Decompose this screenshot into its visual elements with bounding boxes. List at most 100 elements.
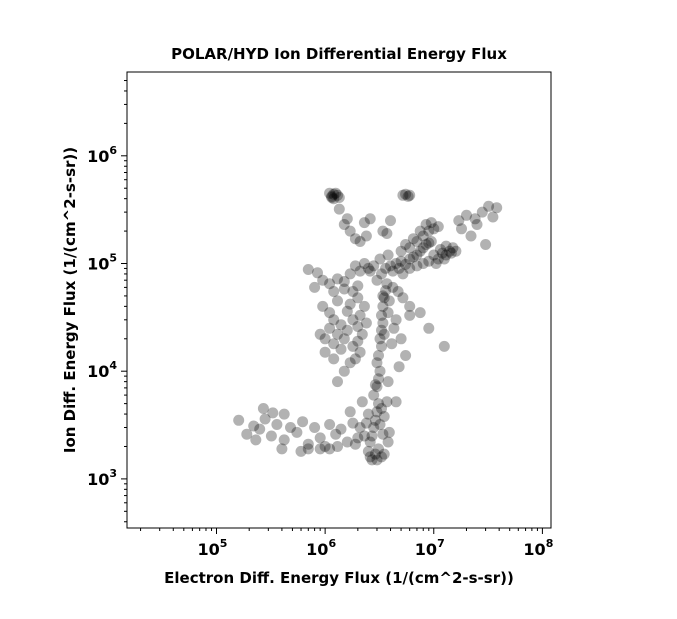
data-point xyxy=(377,428,389,440)
y-tick-label: 103 xyxy=(87,467,117,489)
data-point xyxy=(411,236,423,247)
data-point xyxy=(487,211,499,223)
data-point xyxy=(397,268,409,280)
data-point xyxy=(233,414,245,426)
data-point xyxy=(349,353,361,365)
data-point xyxy=(461,209,472,221)
data-point xyxy=(267,407,279,419)
data-point xyxy=(328,314,340,326)
data-point xyxy=(338,365,350,377)
data-point xyxy=(414,225,426,237)
data-point xyxy=(265,430,277,442)
data-point xyxy=(430,258,442,269)
data-point xyxy=(382,376,394,388)
data-point xyxy=(476,206,488,218)
x-tick-label: 106 xyxy=(306,537,336,559)
data-point xyxy=(382,249,394,261)
data-point xyxy=(368,260,380,272)
data-point xyxy=(360,317,372,329)
data-point xyxy=(428,249,440,261)
data-point xyxy=(414,307,426,319)
data-point xyxy=(383,426,395,438)
data-point xyxy=(386,338,398,350)
data-point xyxy=(319,333,331,345)
data-point xyxy=(369,448,381,460)
data-point xyxy=(358,217,370,229)
data-point xyxy=(364,436,376,448)
data-point xyxy=(332,189,343,201)
data-point xyxy=(404,189,416,201)
data-point xyxy=(376,324,387,336)
data-point xyxy=(407,251,419,263)
data-point xyxy=(356,396,368,408)
data-point xyxy=(341,305,353,317)
data-point xyxy=(432,253,444,265)
data-point xyxy=(378,448,390,460)
data-point xyxy=(302,264,314,275)
data-point xyxy=(309,281,321,293)
data-point xyxy=(341,213,353,225)
data-point xyxy=(374,365,386,377)
y-tick-label: 104 xyxy=(87,359,117,381)
data-point xyxy=(324,278,336,290)
data-point xyxy=(400,188,412,200)
data-point xyxy=(380,262,392,274)
data-point xyxy=(354,265,366,277)
data-point xyxy=(349,438,361,450)
data-point xyxy=(397,292,409,304)
data-point xyxy=(425,217,437,229)
data-point xyxy=(291,426,303,438)
data-point xyxy=(360,417,372,429)
data-point xyxy=(380,285,392,297)
data-point xyxy=(278,408,290,420)
data-point xyxy=(374,253,386,265)
data-point xyxy=(491,202,503,214)
data-point xyxy=(352,432,364,444)
data-point xyxy=(387,265,399,277)
data-point xyxy=(347,314,359,326)
data-point xyxy=(404,309,416,321)
data-point xyxy=(376,403,387,414)
data-point xyxy=(358,300,370,312)
data-point xyxy=(332,273,343,285)
data-point xyxy=(368,422,380,433)
y-tick-label: 105 xyxy=(87,252,117,274)
data-point xyxy=(434,244,446,255)
data-point xyxy=(392,286,404,297)
data-point xyxy=(328,338,340,350)
data-point xyxy=(404,242,416,254)
data-point xyxy=(381,278,393,290)
data-point xyxy=(341,436,353,448)
data-point xyxy=(407,233,419,245)
data-point xyxy=(259,413,271,425)
data-point xyxy=(402,190,414,202)
data-point xyxy=(352,335,364,347)
data-point xyxy=(395,333,407,345)
data-point xyxy=(360,230,372,242)
data-point xyxy=(400,239,412,250)
data-point xyxy=(335,343,347,355)
data-point xyxy=(411,249,423,261)
data-point xyxy=(480,239,492,250)
data-point xyxy=(423,255,435,267)
data-point xyxy=(250,434,262,446)
data-point xyxy=(254,423,266,435)
data-point xyxy=(385,215,396,227)
data-point xyxy=(417,258,429,269)
data-point xyxy=(344,225,356,237)
data-point xyxy=(349,260,361,272)
data-point xyxy=(332,441,343,452)
data-point xyxy=(423,322,435,334)
data-point xyxy=(423,225,435,237)
data-point xyxy=(376,340,387,352)
data-point xyxy=(469,213,481,225)
data-point xyxy=(344,298,356,310)
data-point xyxy=(335,319,347,331)
data-point xyxy=(324,443,336,455)
data-point xyxy=(338,333,350,345)
x-axis-ticks: 105 106 107 108 xyxy=(198,528,553,559)
data-point xyxy=(347,417,359,429)
data-point xyxy=(356,328,368,340)
data-point xyxy=(349,233,361,245)
data-point xyxy=(371,357,383,369)
